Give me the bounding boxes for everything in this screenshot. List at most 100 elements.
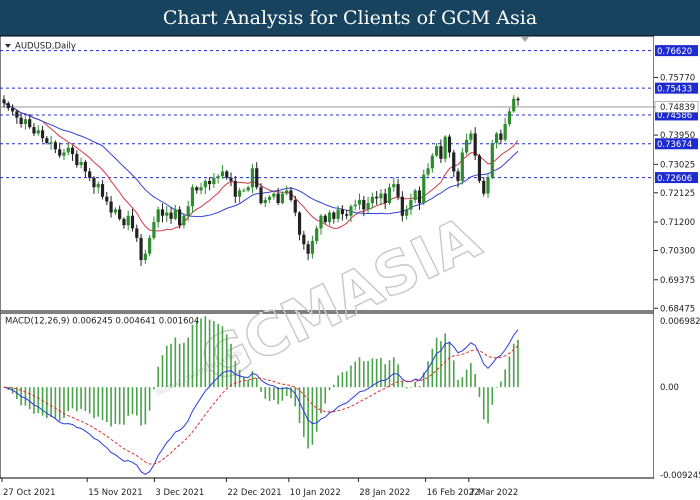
macd-hist-bar <box>110 387 112 427</box>
macd-hist-bar <box>144 387 147 425</box>
macd-hist-bar <box>268 387 271 401</box>
macd-hist-bar <box>148 387 151 411</box>
candle-body <box>135 228 139 238</box>
candle-body <box>182 215 186 226</box>
macd-panel-title: MACD(12,26,9) 0.006245 0.004641 0.001604 <box>5 317 199 327</box>
level-label-0: 0.76620 <box>657 47 692 57</box>
y-tick-label-4: 0.72125 <box>660 189 695 199</box>
candle-body <box>259 187 263 204</box>
candle-body <box>280 193 285 204</box>
candle-body <box>293 199 297 213</box>
macd-hist-bar <box>41 387 44 416</box>
candle-body <box>75 154 79 166</box>
macd-hist-bar <box>461 377 464 388</box>
main-panel-frame <box>0 35 655 312</box>
level-label-box-1 <box>655 82 698 94</box>
candle-body <box>379 193 383 199</box>
candle-body <box>220 171 225 177</box>
level-lines: 0.76620 0.75433 0.74586 0.73674 0.72606 <box>0 45 698 184</box>
candle-body <box>417 190 422 204</box>
level-label-box-3 <box>655 138 698 150</box>
macd-hist-bar <box>457 380 459 388</box>
macd-hist-bar <box>101 387 104 421</box>
candle-body <box>387 187 392 204</box>
level-label-box-0 <box>655 45 698 57</box>
candle-body <box>173 209 177 219</box>
candle-body <box>336 209 340 219</box>
candle-body <box>392 184 396 188</box>
candle-body <box>19 117 23 124</box>
candle-body <box>118 209 122 219</box>
macd-hist-bar <box>315 387 318 432</box>
candle-body <box>285 190 289 194</box>
candle-body <box>250 168 255 188</box>
candle-body <box>83 161 87 172</box>
candle-body <box>6 103 10 109</box>
y-tick-label-7: 0.69375 <box>660 276 695 286</box>
macd-hist-bar <box>504 369 506 388</box>
candle-body <box>233 180 237 197</box>
candle-body <box>315 228 319 242</box>
candle-body <box>353 204 357 207</box>
macd-hist-bar <box>410 387 412 388</box>
candle-body <box>430 155 434 169</box>
candle-body <box>45 138 49 143</box>
candle-body <box>160 209 165 216</box>
candle-body <box>349 206 353 216</box>
macd-hist-bar <box>388 360 391 388</box>
candle-body <box>66 147 70 153</box>
candle-body <box>53 142 57 150</box>
candle-body <box>494 133 499 143</box>
macd-hist-bar <box>298 387 301 424</box>
macd-hist-bar <box>221 326 224 388</box>
candle-body <box>242 190 246 192</box>
macd-hist-bar <box>28 387 31 410</box>
level-label-2: 0.74586 <box>657 111 692 121</box>
candle-body <box>263 199 267 204</box>
candle-body <box>422 174 426 204</box>
macd-hist-bar <box>427 361 429 388</box>
macd-hist-bar <box>37 387 40 414</box>
macd-hist-bar <box>174 337 177 388</box>
macd-hist-bar <box>482 387 485 420</box>
candle-body <box>452 152 456 172</box>
candle-body <box>370 196 374 204</box>
y-tick-label-3: 0.73025 <box>660 160 695 170</box>
candle-body <box>148 237 152 254</box>
candle-body <box>456 171 460 181</box>
macd-hist-bar <box>392 357 395 388</box>
macd-hist-bar <box>401 381 404 388</box>
macd-hist-bar <box>157 366 159 388</box>
candle-body <box>289 190 293 200</box>
candle-body <box>366 203 370 210</box>
macd-hist-bar <box>337 375 339 388</box>
macd-hist-bar <box>187 337 189 388</box>
macd-hist-bar <box>380 357 382 388</box>
macd-hist-bar <box>375 358 378 388</box>
candle-body <box>237 190 242 197</box>
macd-hist-bar <box>405 387 408 389</box>
candle-body <box>23 119 28 124</box>
y-tick-label-5: 0.71200 <box>660 218 695 228</box>
macd-hist-bar <box>277 387 279 405</box>
macd-y-tick-0: 0.006982 <box>660 317 700 327</box>
macd-hist-bar <box>307 387 309 449</box>
macd-hist-bar <box>448 341 451 388</box>
scroll-marker-icon[interactable] <box>521 37 529 42</box>
macd-hist-bar <box>208 319 211 388</box>
macd-hist-bar <box>46 387 48 419</box>
candle-body <box>357 199 362 205</box>
symbol-dropdown-icon[interactable] <box>5 44 11 48</box>
y-tick-label-0: 0.75770 <box>660 73 695 83</box>
macd-hist-bar <box>165 345 168 388</box>
macd-hist-bar <box>345 371 348 388</box>
x-tick-label-4: 10 Jan 2022 <box>290 488 341 498</box>
macd-hist-bar <box>474 373 476 388</box>
macd-hist-bar <box>251 371 254 388</box>
candle-body <box>426 168 430 175</box>
candle-body <box>225 171 229 178</box>
macd-hist-bar <box>470 363 472 388</box>
macd-hist-bar <box>440 341 442 388</box>
candle-body <box>396 184 400 197</box>
macd-hist-bar <box>204 316 207 388</box>
